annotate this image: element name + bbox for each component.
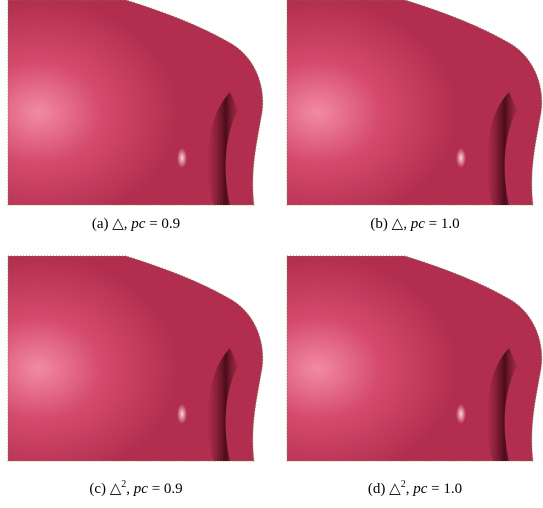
caption-part: = 0.9 [145, 216, 180, 232]
caption-part: = 0.9 [148, 481, 183, 497]
caption-part: pc [133, 481, 149, 497]
render-image [287, 0, 543, 205]
caption-part: pc [410, 216, 426, 232]
caption: (d) △2, pc = 1.0 [368, 479, 462, 498]
caption-part: = 1.0 [425, 216, 460, 232]
caption-part: pc [130, 216, 146, 232]
caption-part: , [124, 216, 132, 232]
render-image [8, 256, 264, 461]
caption-part: (c) △ [89, 481, 121, 497]
page: (a) △, pc = 0.9 (b) △, pc = 1.0 (c) △2, pc… [0, 0, 543, 508]
caption: (b) △, pc = 1.0 [370, 216, 459, 232]
caption-part: , [403, 216, 411, 232]
render-image [8, 0, 264, 205]
render-image [287, 256, 543, 461]
caption-part: pc [412, 481, 428, 497]
caption: (a) △, pc = 0.9 [92, 216, 180, 232]
caption: (c) △2, pc = 0.9 [89, 479, 182, 498]
caption-part: , [406, 481, 414, 497]
caption-part: (a) △ [92, 216, 124, 232]
caption-part: (b) △ [370, 216, 403, 232]
figure: (a) △, pc = 0.9 (b) △, pc = 1.0 (c) △2, pc… [0, 0, 543, 503]
caption-part: = 1.0 [427, 481, 462, 497]
caption-part: (d) △ [368, 481, 401, 497]
caption-part: , [126, 481, 134, 497]
